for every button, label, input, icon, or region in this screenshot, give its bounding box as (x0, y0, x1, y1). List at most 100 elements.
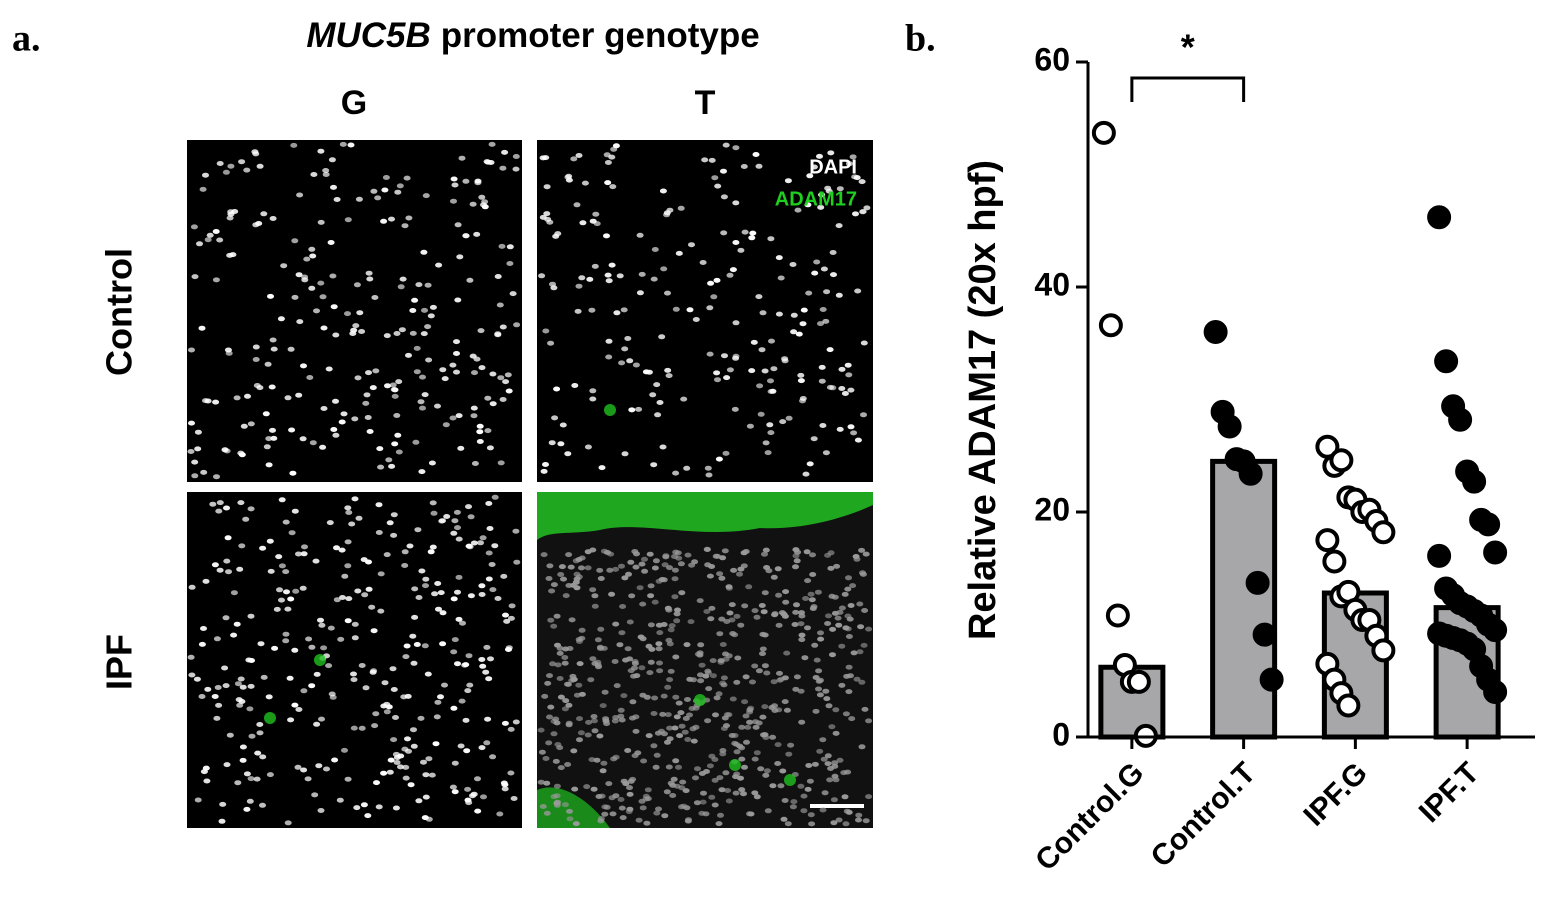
nucleus (650, 462, 658, 468)
nucleus (557, 765, 565, 771)
nucleus (443, 514, 451, 519)
nucleus (733, 613, 741, 619)
nucleus (216, 567, 224, 573)
nucleus (300, 688, 308, 694)
nucleus (350, 725, 358, 731)
nucleus (449, 362, 457, 368)
nucleus (842, 821, 850, 827)
nucleus (719, 748, 727, 753)
nucleus (549, 661, 557, 667)
nucleus (774, 761, 782, 766)
nucleus (284, 820, 292, 826)
nucleus (222, 615, 230, 621)
nucleus (608, 262, 616, 268)
nucleus (550, 582, 558, 588)
nucleus (409, 308, 417, 313)
nucleus (223, 762, 231, 768)
nucleus (684, 552, 692, 558)
nucleus (724, 788, 732, 793)
nucleus (676, 733, 684, 739)
nucleus (322, 172, 330, 177)
nucleus (672, 549, 680, 555)
nucleus (731, 406, 739, 412)
nucleus (499, 324, 507, 330)
nucleus (451, 182, 459, 188)
nucleus (725, 798, 733, 804)
nucleus (830, 820, 838, 826)
nucleus (806, 173, 814, 179)
nucleus (393, 760, 401, 765)
nucleus (375, 502, 383, 508)
nucleus (787, 742, 795, 748)
nucleus (626, 785, 633, 791)
nucleus (340, 411, 348, 417)
nucleus (743, 739, 750, 745)
nucleus (665, 607, 673, 613)
nucleus (332, 332, 340, 338)
nucleus (243, 806, 251, 812)
nucleus (728, 602, 736, 608)
nucleus (610, 756, 618, 762)
nucleus (348, 521, 356, 527)
nucleus (339, 595, 346, 600)
nucleus (386, 520, 394, 526)
nucleus (769, 388, 777, 394)
nucleus (588, 307, 596, 313)
nucleus (752, 152, 760, 157)
nucleus (320, 645, 328, 651)
nucleus (755, 720, 763, 726)
nucleus (655, 646, 663, 652)
nucleus (259, 754, 267, 760)
nucleus (193, 676, 201, 682)
nucleus (753, 750, 761, 756)
nucleus (781, 356, 789, 362)
significance-label: * (1181, 27, 1195, 68)
nucleus (238, 452, 246, 458)
nucleus (464, 688, 472, 694)
nucleus (381, 680, 389, 686)
nucleus (642, 369, 650, 375)
nucleus (767, 236, 775, 242)
green-cell (784, 774, 796, 786)
green-cell (694, 694, 706, 706)
nucleus (828, 593, 836, 599)
nucleus (252, 357, 260, 362)
nucleus (327, 625, 335, 631)
data-point (1252, 622, 1277, 647)
nucleus (198, 641, 206, 647)
nucleus (191, 274, 199, 280)
nucleus (502, 612, 509, 618)
nucleus (291, 238, 299, 244)
nucleus (720, 194, 728, 200)
nucleus (422, 794, 430, 800)
nucleus (590, 714, 598, 719)
nucleus (608, 154, 616, 160)
nucleus (612, 715, 620, 720)
nucleus (750, 339, 758, 345)
nucleus (827, 150, 835, 156)
y-tick-label: 0 (1052, 716, 1070, 752)
nucleus (738, 724, 746, 730)
nucleus (377, 571, 385, 577)
nucleus (458, 698, 466, 704)
nucleus (459, 620, 466, 626)
nucleus (770, 679, 778, 685)
nucleus (742, 549, 750, 554)
nucleus (226, 252, 234, 258)
nucleus (403, 643, 411, 649)
nucleus (762, 547, 770, 553)
nucleus (563, 681, 571, 687)
nucleus (798, 637, 806, 643)
nucleus (434, 581, 442, 586)
nucleus (453, 369, 460, 375)
nucleus (626, 358, 634, 364)
nucleus (247, 683, 255, 689)
nucleus (797, 378, 805, 384)
nucleus (222, 169, 230, 175)
nucleus (626, 619, 634, 625)
nucleus (668, 623, 676, 629)
nucleus (690, 677, 697, 683)
nucleus (439, 610, 447, 616)
nucleus (793, 602, 800, 608)
